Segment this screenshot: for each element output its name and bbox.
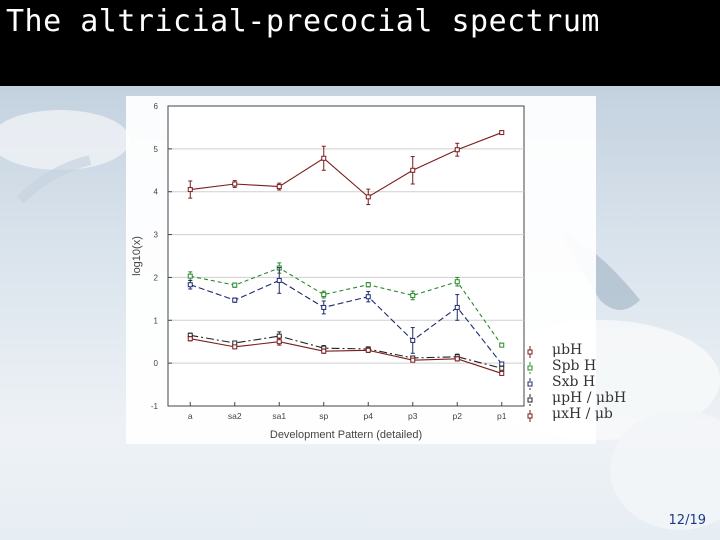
title-bar: The altricial-precocial spectrum bbox=[0, 0, 720, 86]
series-line bbox=[190, 279, 503, 365]
series-line bbox=[190, 267, 503, 346]
data-point bbox=[321, 155, 327, 161]
data-point bbox=[232, 282, 238, 288]
legend: μbH Spb H Sxb H μpH / μbH μxH / μb bbox=[552, 342, 642, 422]
legend-label-s-pb-h: Spb H bbox=[552, 358, 597, 374]
legend-label-mu-b-h: μbH bbox=[552, 342, 583, 358]
legend-swatch-marker bbox=[527, 349, 533, 355]
data-point bbox=[232, 297, 238, 303]
data-point bbox=[321, 304, 327, 310]
series-line bbox=[190, 338, 502, 374]
series-line bbox=[190, 132, 502, 198]
x-tick-label: a bbox=[188, 411, 193, 421]
data-point bbox=[276, 339, 282, 345]
legend-swatch-marker bbox=[527, 397, 533, 403]
legend-label-mu-p-ratio: μpH / μbH bbox=[552, 390, 627, 406]
data-point bbox=[321, 292, 327, 298]
y-tick-label: -1 bbox=[151, 402, 159, 411]
data-point bbox=[499, 370, 505, 376]
series-line bbox=[190, 334, 502, 369]
data-point bbox=[454, 279, 460, 285]
data-point bbox=[365, 282, 371, 288]
x-tick-label: sa2 bbox=[228, 411, 242, 421]
y-tick-label: 0 bbox=[154, 359, 159, 368]
x-tick-label: p2 bbox=[453, 411, 463, 421]
data-point bbox=[454, 147, 460, 153]
data-point bbox=[499, 130, 505, 136]
series-2 bbox=[187, 267, 505, 367]
series-0 bbox=[187, 130, 505, 206]
legend-swatch-marker bbox=[527, 381, 533, 387]
x-tick-label: sp bbox=[319, 411, 328, 421]
y-axis-label: log10(x) bbox=[131, 236, 143, 276]
data-point bbox=[499, 361, 505, 367]
x-tick-label: p1 bbox=[497, 411, 507, 421]
data-point bbox=[410, 292, 416, 298]
y-tick-label: 5 bbox=[154, 145, 159, 154]
data-point bbox=[454, 304, 460, 310]
data-point bbox=[365, 194, 371, 200]
x-axis-label: Development Pattern (detailed) bbox=[270, 429, 422, 441]
x-tick-label: p4 bbox=[364, 411, 374, 421]
data-point bbox=[410, 357, 416, 363]
data-point bbox=[276, 333, 282, 339]
data-point bbox=[365, 294, 371, 300]
data-point bbox=[187, 187, 193, 193]
x-tick-label: sa1 bbox=[272, 411, 286, 421]
data-point bbox=[232, 344, 238, 350]
series-4 bbox=[187, 336, 505, 376]
line-chart: -1 0 1 2 3 4 5 6 a sa2 sa1 sp p4 p3 p2 p1 Development P… bbox=[126, 96, 596, 444]
legend-swatch-marker bbox=[527, 413, 533, 419]
x-tick-label: p3 bbox=[408, 411, 418, 421]
y-tick-label: 4 bbox=[154, 188, 159, 197]
chart-panel: -1 0 1 2 3 4 5 6 a sa2 sa1 sp p4 p3 p2 p1 Development P… bbox=[126, 96, 596, 444]
data-point bbox=[321, 348, 327, 354]
data-point bbox=[454, 356, 460, 362]
y-tick-label: 2 bbox=[154, 273, 159, 282]
legend-swatch-marker bbox=[527, 365, 533, 371]
data-point bbox=[410, 337, 416, 343]
data-point bbox=[276, 184, 282, 190]
data-point bbox=[365, 347, 371, 353]
data-point bbox=[276, 277, 282, 283]
data-point bbox=[187, 282, 193, 288]
legend-label-s-xb-h: Sxb H bbox=[552, 374, 596, 390]
plot-area bbox=[167, 105, 525, 407]
slide-title: The altricial-precocial spectrum bbox=[6, 4, 600, 39]
data-point bbox=[187, 273, 193, 279]
y-tick-label: 6 bbox=[154, 102, 159, 111]
legend-label-mu-x-ratio: μxH / μb bbox=[552, 406, 613, 422]
y-tick-label: 1 bbox=[154, 316, 159, 325]
y-tick-label: 3 bbox=[154, 231, 159, 240]
data-point bbox=[499, 342, 505, 348]
page-number: 12/19 bbox=[668, 513, 706, 528]
data-point bbox=[187, 336, 193, 342]
data-point bbox=[232, 181, 238, 187]
data-point bbox=[499, 365, 505, 371]
data-point bbox=[410, 167, 416, 173]
